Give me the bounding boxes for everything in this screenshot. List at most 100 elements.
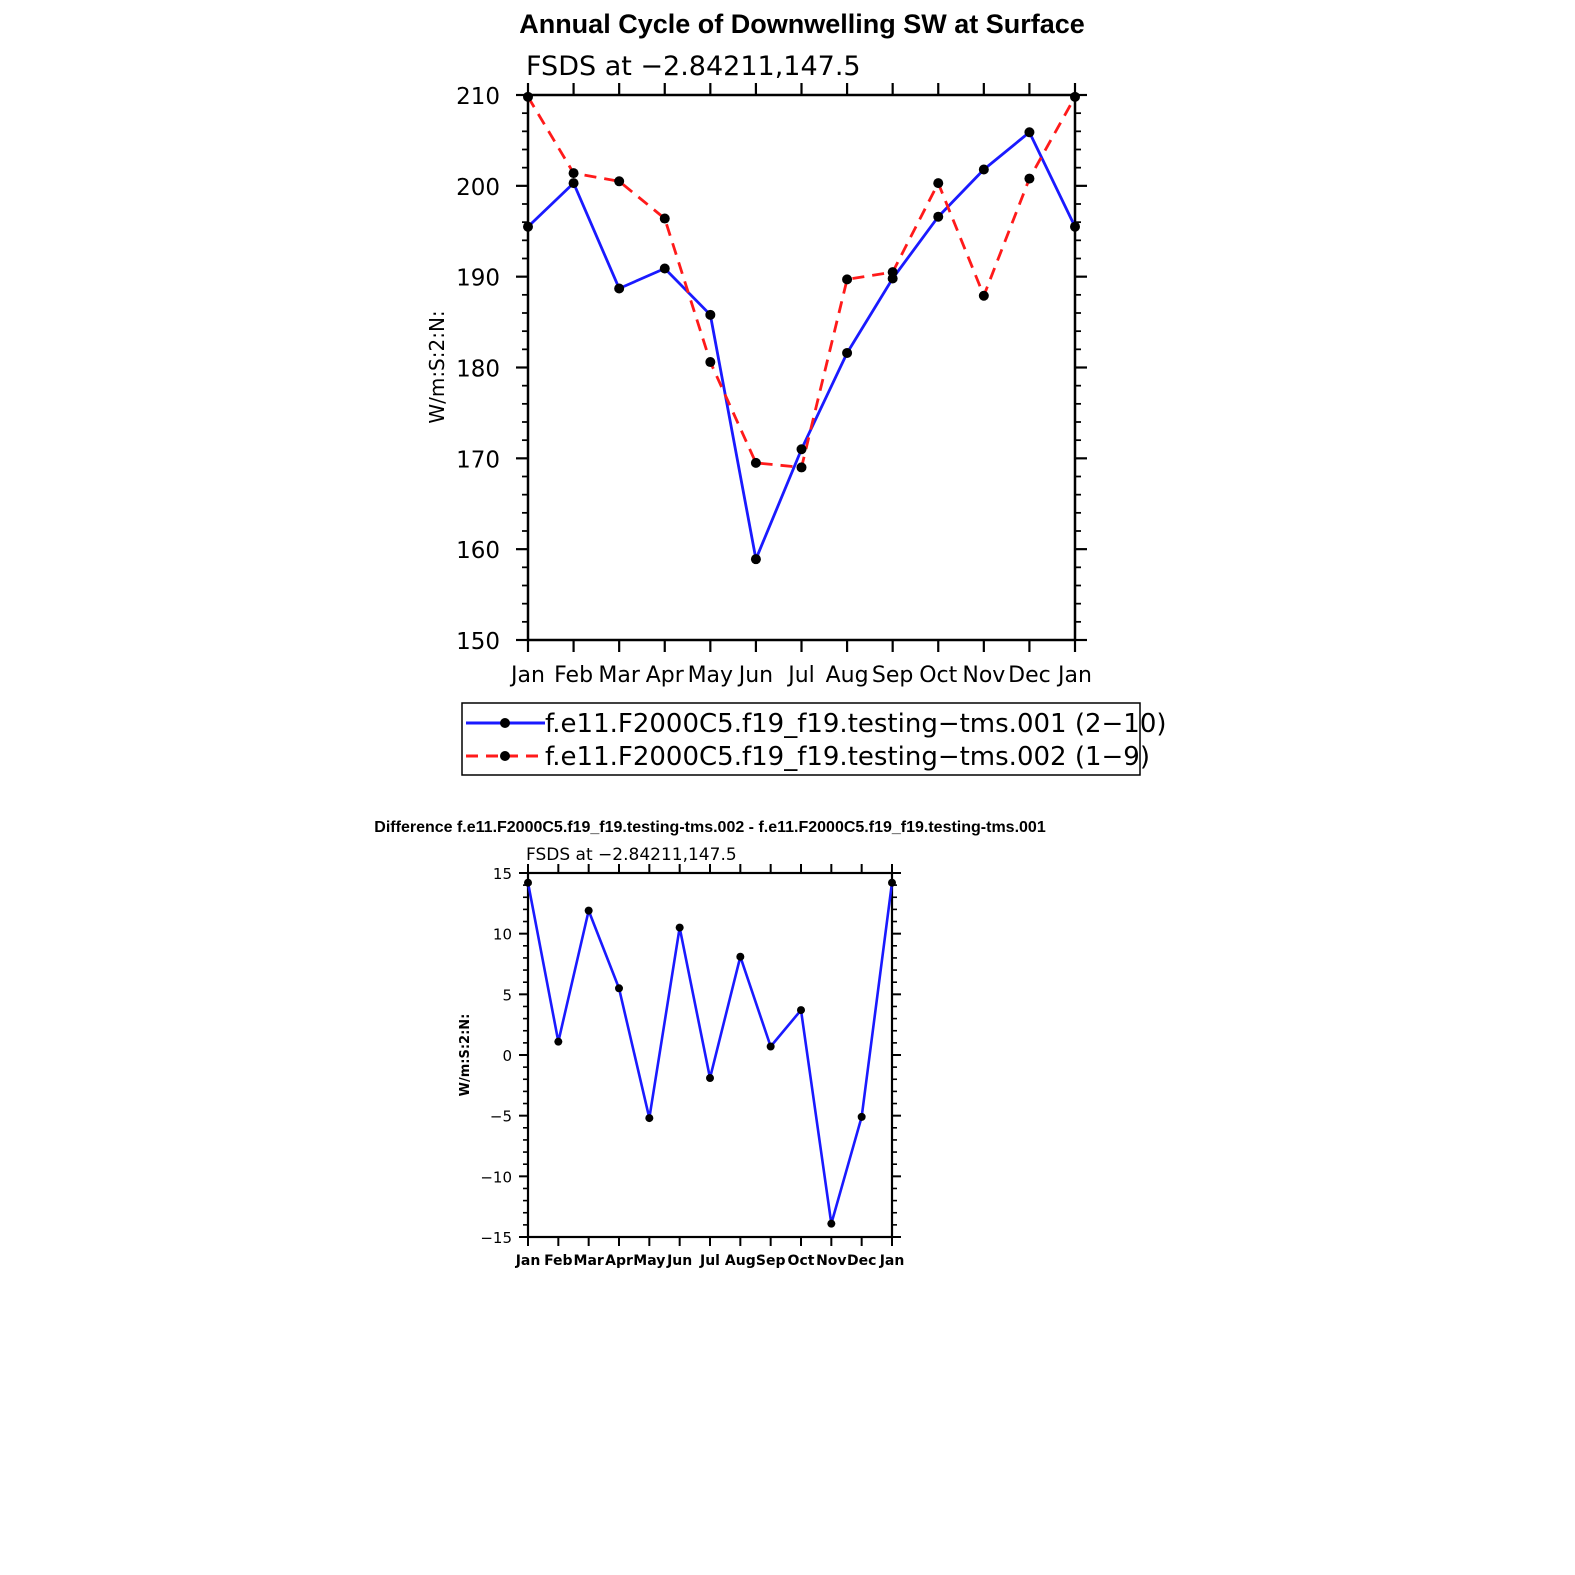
data-point-series-1	[797, 1006, 805, 1015]
x-tick-label: Aug	[826, 663, 869, 688]
difference-plot-area	[519, 864, 901, 1246]
data-point-series-1	[554, 1037, 563, 1046]
data-point-series-2	[705, 357, 716, 368]
y-tick-label: 210	[456, 84, 500, 110]
x-tick-label: Jan	[879, 1253, 905, 1269]
x-tick-label: Jun	[666, 1253, 692, 1269]
legend-box	[461, 702, 1141, 776]
plot-frame	[526, 871, 894, 1239]
data-point-series-2	[933, 178, 944, 189]
y-tick-label: 15	[493, 865, 512, 883]
y-tick-label: 200	[456, 175, 500, 201]
data-point-series-1	[796, 444, 807, 455]
tick-labels: Jan Feb Mar Apr May Jun Jul Aug Sep Oct Nov Dec Jan1…	[456, 84, 1092, 688]
data-point-series-1	[524, 878, 532, 887]
x-tick-label: Jan	[515, 1253, 541, 1269]
data-point-series-1	[888, 878, 896, 887]
y-tick-label: 150	[456, 629, 500, 655]
x-tick-label: Oct	[919, 663, 957, 688]
data-point-series-2	[568, 168, 579, 179]
data-point-series-2	[750, 457, 761, 468]
x-tick-label: Aug	[725, 1253, 756, 1269]
x-tick-label: Jul	[699, 1253, 720, 1269]
difference-chart: Difference f.e11.F2000C5.f19_f19.testing…	[374, 819, 1046, 1269]
data-point-series-1	[568, 178, 579, 189]
x-tick-label: Jul	[786, 663, 815, 688]
difference-title: Difference f.e11.F2000C5.f19_f19.testing…	[374, 819, 1046, 836]
data-point-series-1	[615, 984, 623, 993]
y-tick-label: 170	[456, 447, 500, 473]
data-point-series-1	[827, 1219, 836, 1228]
x-tick-label: Apr	[605, 1253, 633, 1269]
x-tick-label: Dec	[1008, 663, 1051, 688]
x-tick-label: Dec	[847, 1253, 876, 1269]
x-tick-label: Feb	[544, 1253, 573, 1269]
difference-tick-labels: Jan Feb Mar Apr May Jun Jul Aug Sep Oct Nov Dec Jan−…	[480, 865, 904, 1269]
y-tick-label: −5	[490, 1108, 512, 1126]
series-line-1	[526, 882, 894, 1225]
annual-cycle-chart: Annual Cycle of Downwelling SW at Surfac…	[425, 9, 1092, 688]
x-tick-label: Sep	[872, 663, 913, 688]
y-tick-label: 190	[456, 266, 500, 292]
legend-marker-series-2	[500, 751, 510, 761]
x-tick-label: Nov	[962, 663, 1005, 688]
series-line-1	[527, 130, 1077, 561]
y-tick-label: −10	[480, 1168, 512, 1186]
x-tick-label: Sep	[756, 1253, 786, 1269]
series-line-2	[526, 96, 1077, 469]
x-tick-label: Jan	[509, 663, 545, 688]
difference-subtitle: FSDS at −2.84211,147.5	[526, 845, 737, 865]
data-point-series-1	[750, 554, 761, 565]
x-tick-label: Jun	[737, 663, 773, 688]
y-tick-label: 180	[456, 357, 500, 383]
data-point-series-1	[842, 347, 853, 358]
plot-frame	[526, 93, 1077, 642]
data-point-series-1	[645, 1114, 654, 1123]
data-point-series-1	[1024, 127, 1035, 138]
data-point-series-2	[887, 267, 898, 278]
data-point-series-1	[1070, 221, 1080, 232]
legend-marker-series-1	[500, 718, 510, 728]
y-tick-label: 10	[493, 926, 512, 944]
chart-title: Annual Cycle of Downwelling SW at Surfac…	[519, 9, 1085, 39]
difference-y-axis-label: W/m:S:2:N:	[458, 1014, 473, 1097]
data-point-series-2	[523, 91, 533, 102]
legend: f.e11.F2000C5.f19_f19.testing−tms.001 (2…	[461, 702, 1167, 776]
legend-entry-series-1: f.e11.F2000C5.f19_f19.testing−tms.001 (2…	[545, 709, 1167, 739]
x-tick-label: Nov	[816, 1253, 846, 1269]
difference-series-group	[524, 878, 896, 1228]
data-point-series-2	[614, 176, 625, 187]
y-tick-label: −15	[480, 1229, 512, 1247]
data-point-series-1	[705, 309, 716, 320]
x-tick-label: Oct	[788, 1253, 815, 1269]
x-tick-label: May	[688, 663, 733, 688]
series-group	[523, 91, 1080, 565]
x-tick-label: May	[633, 1253, 665, 1269]
data-point-series-1	[736, 952, 745, 961]
data-point-series-2	[796, 462, 807, 473]
data-point-series-2	[1070, 91, 1080, 102]
data-point-series-1	[523, 221, 533, 232]
data-point-series-1	[675, 923, 684, 932]
data-point-series-1	[766, 1042, 775, 1051]
y-tick-label: 0	[502, 1047, 512, 1065]
data-point-series-1	[659, 263, 670, 274]
chart-subtitle: FSDS at −2.84211,147.5	[526, 51, 861, 82]
data-point-series-2	[842, 274, 853, 285]
data-point-series-1	[614, 283, 625, 294]
x-tick-label: Feb	[554, 663, 593, 688]
x-tick-label: Mar	[598, 663, 640, 688]
x-tick-label: Apr	[646, 663, 685, 688]
data-point-series-2	[978, 290, 989, 301]
y-tick-label: 160	[456, 538, 500, 564]
data-point-series-1	[584, 906, 593, 915]
plot-area	[516, 83, 1087, 652]
data-point-series-1	[933, 211, 944, 222]
data-point-series-1	[706, 1074, 714, 1083]
x-tick-label: Mar	[574, 1253, 604, 1269]
data-point-series-2	[1024, 173, 1035, 184]
data-point-series-1	[857, 1112, 866, 1121]
legend-entry-series-2: f.e11.F2000C5.f19_f19.testing−tms.002 (1…	[545, 742, 1150, 772]
x-tick-label: Jan	[1056, 663, 1092, 688]
